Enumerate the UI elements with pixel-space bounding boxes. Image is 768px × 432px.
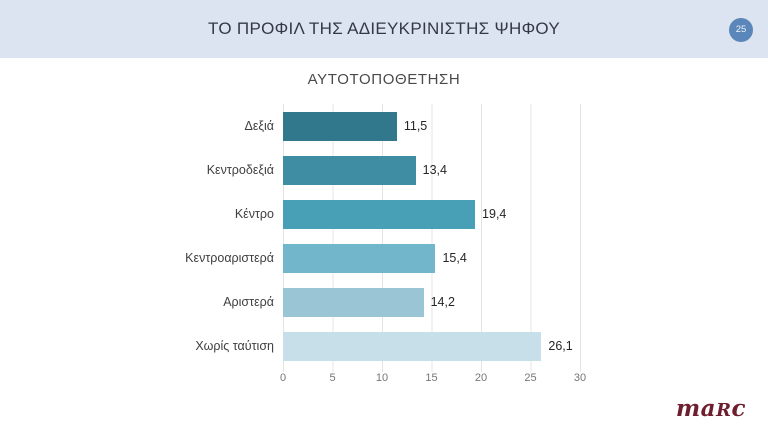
x-axis-tick-label: 10 — [375, 372, 389, 384]
bar-row: Κεντροαριστερά 15,4 — [0, 236, 768, 280]
x-axis-tick-label: 0 — [279, 372, 287, 384]
x-axis-tick-label: 15 — [425, 372, 438, 384]
bar-value-label: 14,2 — [430, 295, 455, 309]
slide-title: ΤΟ ΠΡΟΦΙΛ ΤΗΣ ΑΔΙΕΥΚΡΙΝΙΣΤΗΣ ΨΗΦΟΥ — [207, 19, 561, 38]
bar — [283, 155, 416, 185]
bar-value-label: 26,1 — [548, 339, 573, 353]
bar-row: Κέντρο 19,4 — [0, 192, 768, 236]
bar-value-label: 19,4 — [482, 207, 507, 221]
bar-category-label: Δεξιά — [244, 119, 274, 133]
bar-value-label: 13,4 — [422, 163, 447, 177]
logo-text-part3: c — [731, 395, 746, 422]
x-axis-tick-label: 30 — [573, 372, 587, 384]
bar-row: Δεξιά 11,5 — [0, 104, 768, 148]
x-axis-tick-label: 20 — [474, 372, 488, 384]
bar-category-label: Κέντρο — [234, 207, 274, 221]
header-band: ΤΟ ΠΡΟΦΙΛ ΤΗΣ ΑΔΙΕΥΚΡΙΝΙΣΤΗΣ ΨΗΦΟΥ 25 — [0, 0, 768, 58]
bar — [283, 111, 397, 141]
bar-chart: Δεξιά 11,5 Κεντροδεξιά 13,4 Κέντρο 19,4 Κεντρο… — [0, 104, 768, 372]
logo-text-part1: ma — [675, 395, 717, 422]
x-axis-tick-label: 25 — [524, 372, 537, 384]
bar — [283, 243, 436, 273]
page-number-badge: 25 — [729, 18, 753, 42]
x-axis-tick-label: 5 — [329, 372, 336, 384]
x-axis: 0 5 10 15 20 25 30 — [279, 372, 586, 388]
bar — [283, 287, 424, 317]
marc-logo: maRc — [676, 395, 746, 422]
bar-value-label: 15,4 — [442, 251, 467, 265]
logo-text-part2: R — [716, 400, 732, 421]
chart-gridlines — [283, 104, 581, 372]
bar-category-label: Κεντροαριστερά — [185, 251, 274, 265]
chart-rows: Δεξιά 11,5 Κεντροδεξιά 13,4 Κέντρο 19,4 Κεντρο… — [0, 104, 768, 368]
bar-value-label: 11,5 — [403, 119, 428, 133]
bar-row: Αριστερά 14,2 — [0, 280, 768, 324]
bar — [283, 331, 542, 361]
chart-title: ΑΥΤΟΤΟΠΟΘΕΤΗΣΗ — [307, 71, 461, 88]
bar-category-label: Κεντροδεξιά — [206, 163, 274, 177]
bar-category-label: Αριστερά — [223, 295, 274, 309]
bar-category-label: Χωρίς ταύτιση — [195, 339, 274, 353]
bar-row: Κεντροδεξιά 13,4 — [0, 148, 768, 192]
bar-row: Χωρίς ταύτιση 26,1 — [0, 324, 768, 368]
bar — [283, 199, 476, 229]
